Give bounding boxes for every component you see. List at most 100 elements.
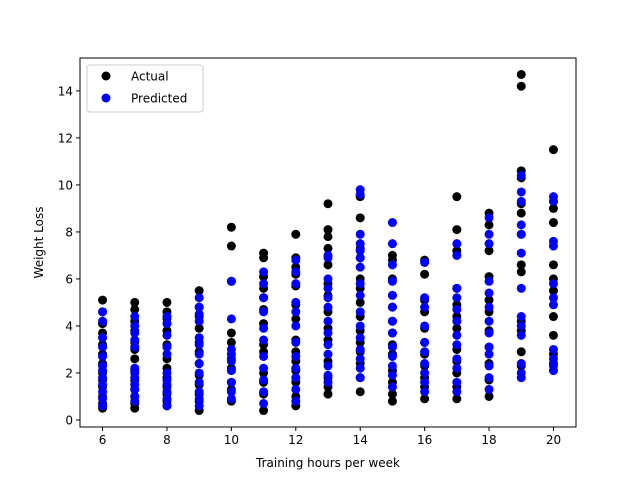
point-actual xyxy=(420,269,430,279)
x-axis: 6 8 10 12 14 16 18 20 xyxy=(99,427,561,447)
point-predicted xyxy=(420,321,430,331)
point-predicted xyxy=(387,328,397,338)
point-predicted xyxy=(420,377,430,387)
point-actual xyxy=(548,218,558,228)
point-actual xyxy=(484,220,494,230)
point-predicted xyxy=(323,340,333,350)
point-predicted xyxy=(355,321,365,331)
point-predicted xyxy=(130,384,140,394)
x-tick-label: 12 xyxy=(288,433,303,447)
point-predicted xyxy=(162,368,172,378)
plot-frame xyxy=(79,57,577,428)
point-predicted xyxy=(194,316,204,326)
point-predicted xyxy=(323,328,333,338)
point-predicted xyxy=(516,220,526,230)
point-predicted xyxy=(452,239,462,249)
point-predicted xyxy=(484,384,494,394)
point-predicted xyxy=(291,255,301,265)
point-actual xyxy=(484,295,494,305)
point-predicted xyxy=(98,373,108,383)
point-predicted xyxy=(98,342,108,352)
point-predicted xyxy=(516,321,526,331)
point-actual xyxy=(452,394,462,404)
point-predicted xyxy=(484,276,494,286)
point-predicted xyxy=(548,279,558,289)
point-actual xyxy=(323,389,333,399)
point-predicted xyxy=(291,307,301,317)
point-actual xyxy=(548,260,558,270)
point-predicted xyxy=(387,276,397,286)
point-predicted xyxy=(291,363,301,373)
legend-label-predicted: Predicted xyxy=(131,92,187,106)
point-predicted xyxy=(194,377,204,387)
point-predicted xyxy=(516,312,526,322)
x-tick-label: 10 xyxy=(224,433,239,447)
point-predicted xyxy=(98,307,108,317)
point-predicted xyxy=(355,290,365,300)
point-predicted xyxy=(387,260,397,270)
point-predicted xyxy=(259,351,269,361)
point-predicted xyxy=(548,293,558,303)
point-predicted xyxy=(387,382,397,392)
point-predicted xyxy=(162,330,172,340)
point-actual xyxy=(194,323,204,333)
point-predicted xyxy=(484,288,494,298)
point-actual xyxy=(516,69,526,79)
point-actual xyxy=(323,243,333,253)
point-actual xyxy=(98,295,108,305)
point-predicted xyxy=(355,253,365,263)
point-predicted xyxy=(387,218,397,228)
point-actual xyxy=(130,304,140,314)
point-predicted xyxy=(516,187,526,197)
point-predicted xyxy=(162,349,172,359)
point-predicted xyxy=(323,283,333,293)
point-predicted xyxy=(162,401,172,411)
legend-marker-predicted xyxy=(101,93,111,103)
point-actual xyxy=(548,145,558,155)
point-predicted xyxy=(226,276,236,286)
point-predicted xyxy=(226,366,236,376)
point-predicted xyxy=(194,359,204,369)
point-actual xyxy=(516,267,526,277)
y-axis: 0 2 4 6 8 10 12 14 xyxy=(58,84,80,427)
legend-label-actual: Actual xyxy=(131,70,169,84)
point-predicted xyxy=(98,380,108,390)
point-predicted xyxy=(484,213,494,223)
point-predicted xyxy=(98,387,108,397)
point-actual xyxy=(516,347,526,357)
point-predicted xyxy=(323,316,333,326)
point-predicted xyxy=(259,279,269,289)
point-predicted xyxy=(98,333,108,343)
point-predicted xyxy=(548,241,558,251)
point-predicted xyxy=(420,368,430,378)
point-actual xyxy=(548,286,558,296)
point-predicted xyxy=(452,316,462,326)
point-actual xyxy=(548,330,558,340)
point-predicted xyxy=(387,342,397,352)
point-predicted xyxy=(98,366,108,376)
point-actual xyxy=(452,323,462,333)
point-predicted xyxy=(194,394,204,404)
point-actual xyxy=(548,203,558,213)
point-actual xyxy=(387,389,397,399)
point-actual xyxy=(387,396,397,406)
point-predicted xyxy=(323,377,333,387)
point-predicted xyxy=(98,351,108,361)
point-predicted xyxy=(194,349,204,359)
point-actual xyxy=(323,232,333,242)
point-predicted xyxy=(259,323,269,333)
point-predicted xyxy=(291,351,301,361)
point-actual xyxy=(420,394,430,404)
x-tick-label: 18 xyxy=(481,433,496,447)
point-predicted xyxy=(548,344,558,354)
point-predicted xyxy=(355,307,365,317)
y-tick-label: 12 xyxy=(58,131,73,145)
point-predicted xyxy=(548,196,558,206)
point-predicted xyxy=(452,283,462,293)
x-tick-label: 20 xyxy=(546,433,561,447)
point-actual xyxy=(516,81,526,91)
point-predicted xyxy=(323,302,333,312)
point-predicted xyxy=(484,316,494,326)
point-predicted xyxy=(226,349,236,359)
point-predicted xyxy=(194,368,204,378)
